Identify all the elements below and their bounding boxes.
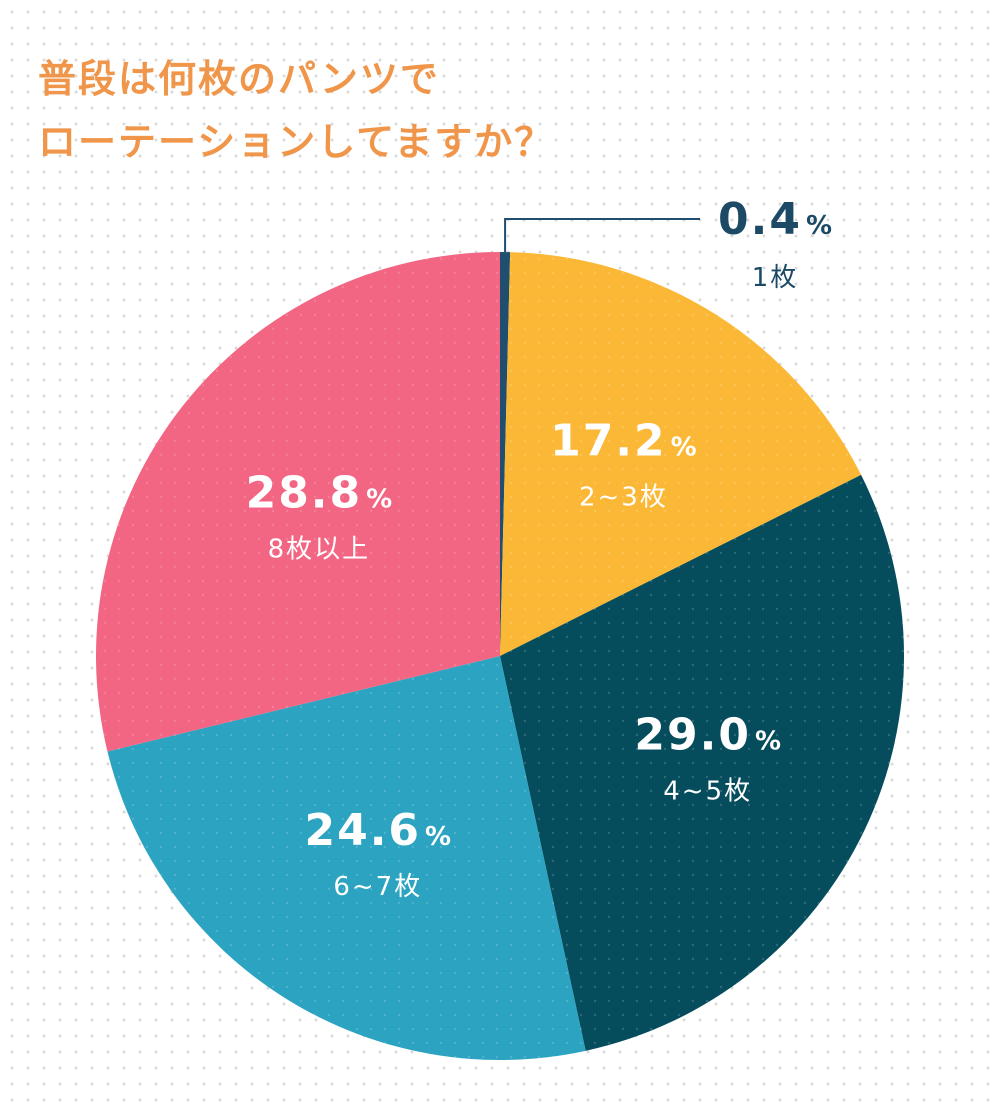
category-label-4-to-5: 4~5枚 (663, 776, 752, 806)
data-label-1: 0.4% (718, 194, 832, 245)
category-label-2-to-3: 2~3枚 (579, 483, 668, 513)
chart-title-line-1: 普段は何枚のパンツで (38, 57, 440, 101)
pie-slice-texture-6-to-7 (107, 656, 586, 1061)
data-label-6-to-7: 24.6% (304, 805, 451, 856)
category-label-6-to-7: 6~7枚 (333, 872, 422, 902)
data-label-8-plus: 28.8% (246, 468, 393, 519)
slice-labels: 0.4 % 1枚 17.2 % 2~3枚 29.0 % 4~5枚 24.6 % 6~7枚 28.8 % 8枚… (246, 194, 832, 902)
pie-slices (95, 252, 905, 1061)
chart-title-line-2: ローテーションしてますか？ (38, 120, 555, 164)
category-label-8-plus: 8枚以上 (268, 535, 371, 565)
data-label-4-to-5: 29.0% (634, 709, 781, 760)
pie-slice-texture-1 (500, 252, 511, 656)
pie-slice-texture-4-to-5 (500, 474, 905, 1051)
data-label-2-to-3: 17.2% (550, 416, 697, 467)
pie-slice-texture-8-plus (95, 252, 501, 752)
category-label-1: 1枚 (752, 263, 799, 293)
leader-line-1 (504, 218, 700, 253)
pie-slice-texture-2-to-3 (500, 252, 862, 656)
leader-lines (504, 218, 700, 253)
